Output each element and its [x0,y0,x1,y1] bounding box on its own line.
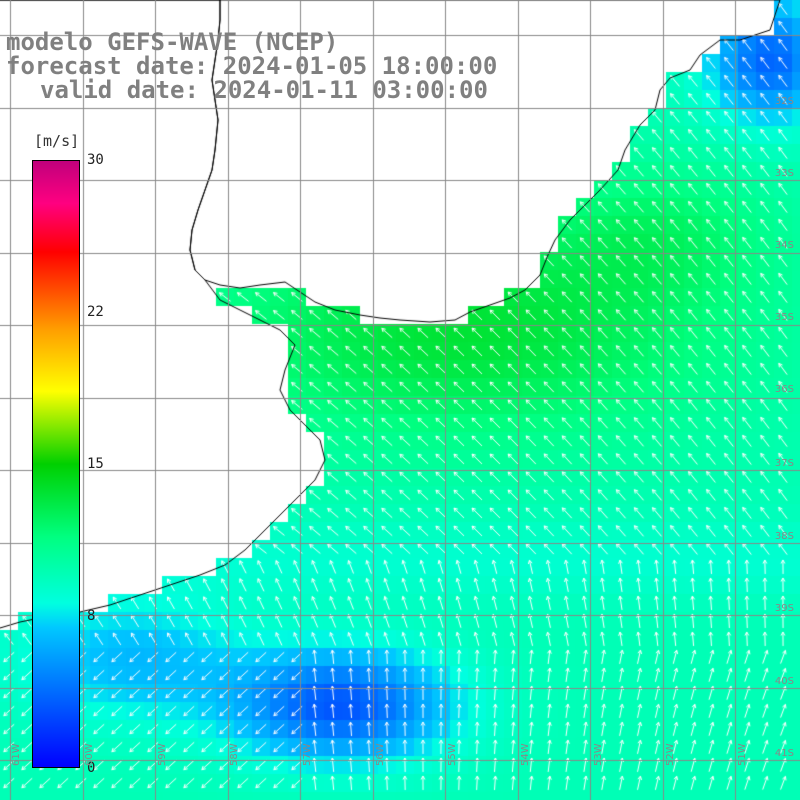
lon-label: 59W [157,743,168,766]
lon-label: 58W [229,743,240,766]
colorbar-tick-22: 22 [87,304,104,320]
lon-label: 57W [302,743,313,766]
lat-label: 39S [774,603,794,614]
lat-label: 36S [774,384,794,395]
lon-label: 54W [520,743,531,766]
valid-date: valid date: 2024-01-11 03:00:00 [40,76,488,104]
lon-label: 51W [737,743,748,766]
forecast-date: forecast date: 2024-01-05 18:00:00 [6,52,498,80]
lon-label: 61W [11,743,22,766]
colorbar-tick-0: 0 [87,760,96,776]
colorbar-tick-30: 30 [87,152,104,168]
lon-label: 55W [447,743,458,766]
lon-label: 52W [665,743,676,766]
colorbar [32,160,80,768]
lat-label: 32S [774,96,794,107]
lat-label: 33S [774,168,794,179]
lon-label: 60W [84,743,95,766]
lat-label: 38S [774,531,794,542]
colorbar-unit: [m/s] [34,132,80,150]
lat-label: 34S [774,240,794,251]
colorbar-tick-8: 8 [87,608,96,624]
colorbar-tick-15: 15 [87,456,104,472]
lat-label: 41S [774,748,794,759]
lon-label: 53W [593,743,604,766]
lat-label: 35S [774,312,794,323]
lat-label: 40S [774,676,794,687]
lat-label: 37S [774,458,794,469]
lon-label: 56W [375,743,386,766]
model-title: modelo GEFS-WAVE (NCEP) [6,28,339,56]
